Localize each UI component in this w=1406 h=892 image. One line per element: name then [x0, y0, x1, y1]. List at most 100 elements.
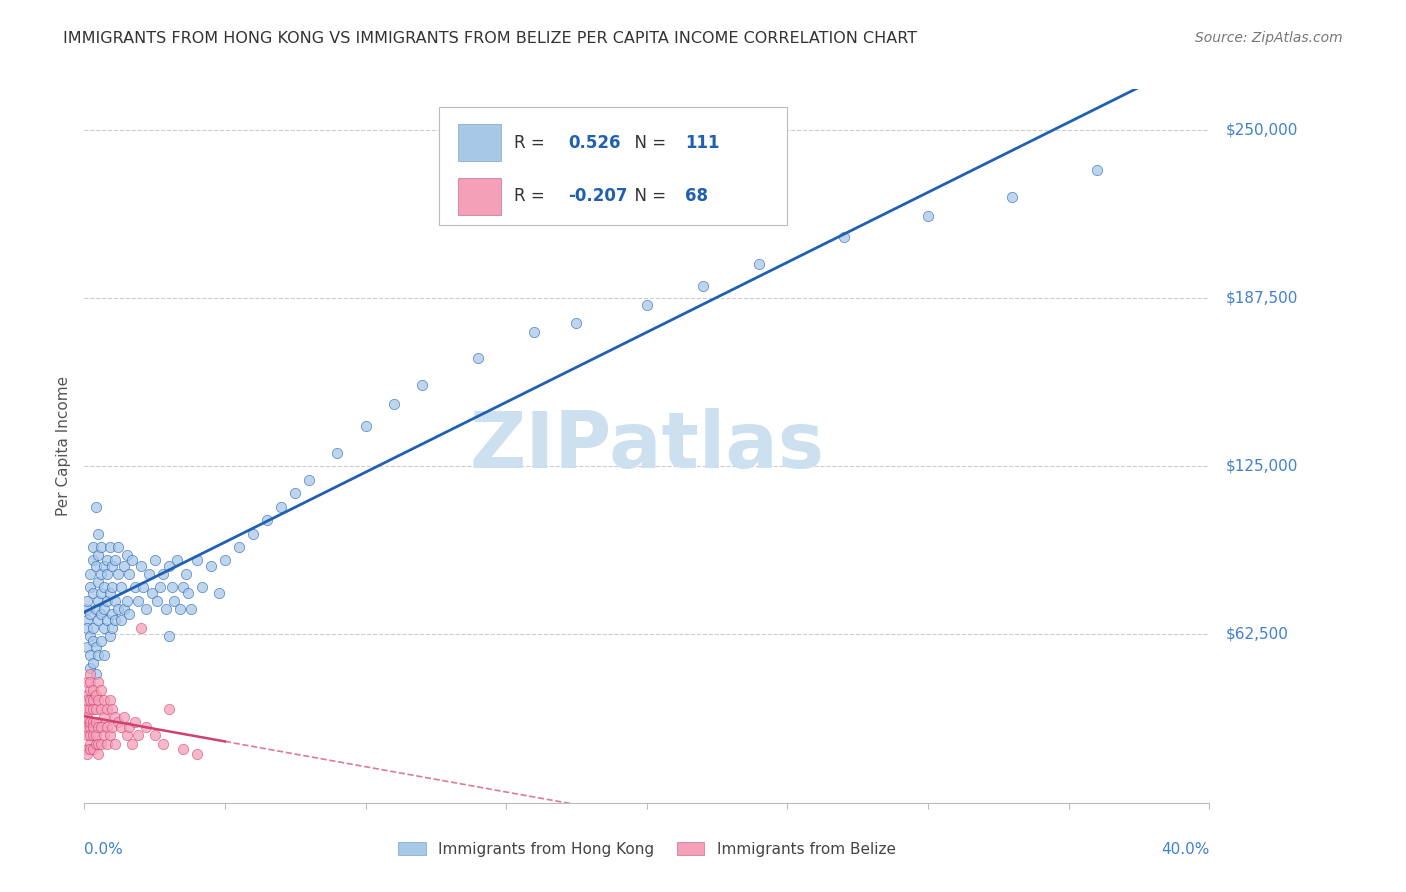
Point — [270, 500, 292, 514]
Point — [208, 586, 231, 600]
Point — [87, 648, 110, 662]
Point — [143, 553, 166, 567]
Point — [79, 648, 101, 662]
Point — [82, 742, 104, 756]
Point — [87, 613, 110, 627]
Point — [76, 729, 98, 743]
Point — [284, 486, 307, 500]
Point — [84, 714, 107, 729]
Point — [82, 553, 104, 567]
Point — [87, 574, 110, 589]
Point — [523, 325, 546, 339]
Point — [90, 737, 112, 751]
Point — [129, 558, 152, 573]
Point — [79, 701, 101, 715]
Point — [155, 602, 177, 616]
Point — [636, 298, 658, 312]
Point — [84, 688, 107, 702]
Text: R =: R = — [515, 134, 550, 152]
Text: Source: ZipAtlas.com: Source: ZipAtlas.com — [1195, 31, 1343, 45]
Point — [87, 693, 110, 707]
Point — [76, 701, 98, 715]
Point — [96, 553, 118, 567]
Point — [76, 602, 98, 616]
Point — [692, 278, 714, 293]
Point — [110, 580, 132, 594]
Point — [186, 553, 208, 567]
Point — [79, 629, 101, 643]
Point — [242, 526, 264, 541]
Text: 0.526: 0.526 — [568, 134, 620, 152]
FancyBboxPatch shape — [458, 124, 501, 161]
Point — [166, 553, 188, 567]
Point — [115, 594, 138, 608]
Point — [84, 558, 107, 573]
Point — [87, 548, 110, 562]
Point — [93, 693, 115, 707]
Point — [98, 693, 121, 707]
Point — [172, 742, 194, 756]
Point — [90, 634, 112, 648]
Point — [90, 540, 112, 554]
Point — [326, 446, 349, 460]
Point — [132, 580, 155, 594]
Point — [101, 607, 124, 622]
Legend: Immigrants from Hong Kong, Immigrants from Belize: Immigrants from Hong Kong, Immigrants fr… — [392, 836, 901, 863]
Point — [157, 629, 180, 643]
Point — [82, 634, 104, 648]
Point — [84, 729, 107, 743]
FancyBboxPatch shape — [439, 107, 787, 225]
Point — [141, 586, 163, 600]
Point — [98, 629, 121, 643]
Text: $125,000: $125,000 — [1226, 458, 1298, 474]
Point — [84, 701, 107, 715]
Text: ZIPatlas: ZIPatlas — [470, 408, 824, 484]
Point — [87, 747, 110, 762]
Point — [118, 607, 141, 622]
Point — [124, 580, 146, 594]
Point — [90, 607, 112, 622]
Point — [107, 540, 129, 554]
Point — [115, 729, 138, 743]
Point — [96, 701, 118, 715]
FancyBboxPatch shape — [458, 178, 501, 215]
Text: $187,500: $187,500 — [1226, 291, 1298, 305]
Point — [101, 701, 124, 715]
Point — [82, 682, 104, 697]
Point — [565, 317, 588, 331]
Point — [152, 566, 174, 581]
Point — [163, 594, 186, 608]
Point — [79, 720, 101, 734]
Point — [90, 586, 112, 600]
Point — [118, 720, 141, 734]
Point — [84, 666, 107, 681]
Text: -0.207: -0.207 — [568, 187, 627, 205]
Point — [298, 473, 321, 487]
Point — [112, 709, 135, 723]
Point — [98, 540, 121, 554]
Point — [228, 540, 250, 554]
Point — [129, 621, 152, 635]
Point — [82, 540, 104, 554]
Point — [79, 666, 101, 681]
Point — [93, 709, 115, 723]
Point — [96, 594, 118, 608]
Point — [107, 566, 129, 581]
Text: R =: R = — [515, 187, 550, 205]
Point — [79, 737, 101, 751]
Point — [177, 586, 200, 600]
Point — [98, 586, 121, 600]
Point — [160, 580, 183, 594]
Point — [76, 742, 98, 756]
Point — [186, 747, 208, 762]
Point — [93, 729, 115, 743]
Point — [79, 674, 101, 689]
Text: $250,000: $250,000 — [1226, 122, 1298, 137]
Point — [152, 737, 174, 751]
Point — [1001, 190, 1024, 204]
Point — [82, 586, 104, 600]
Point — [135, 602, 157, 616]
Point — [104, 709, 127, 723]
Point — [76, 747, 98, 762]
Point — [104, 553, 127, 567]
